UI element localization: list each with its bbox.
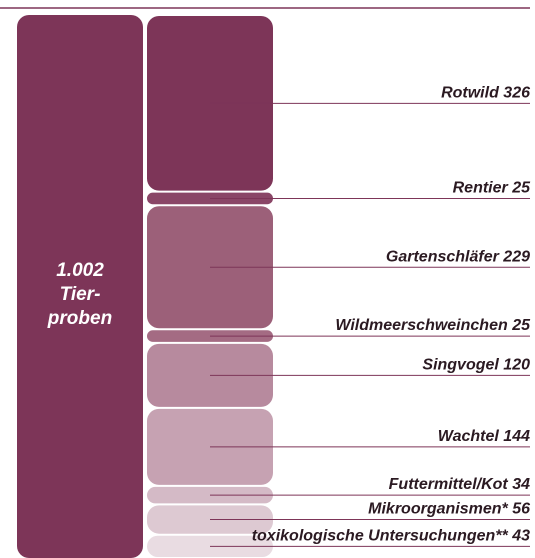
segment-value: 25 — [511, 317, 531, 334]
segment-label: Mikroorganismen* 56 — [368, 501, 530, 518]
total-label: 1.002 Tier-proben — [47, 260, 112, 329]
segment-name: Futtermittel/Kot — [389, 476, 509, 493]
segment-name: Singvogel — [422, 356, 499, 373]
total-value: 1.002 — [56, 260, 104, 281]
segment-name: Rotwild — [441, 84, 500, 101]
segment-value: 229 — [502, 248, 530, 265]
segment-value: 326 — [503, 84, 530, 101]
segment-value: 25 — [511, 179, 531, 196]
segment-value: 34 — [512, 476, 530, 493]
total-caption: Tier- — [60, 284, 101, 305]
segment-value: 144 — [503, 428, 530, 445]
total-bar — [17, 15, 143, 558]
segment-name: Wachtel — [438, 428, 500, 445]
segment-value: 43 — [511, 527, 530, 544]
segment-name: Gartenschläfer — [386, 248, 500, 265]
segment-label: Gartenschläfer 229 — [386, 248, 530, 265]
segment-name: Rentier — [453, 179, 509, 196]
segment-label: Rotwild 326 — [441, 84, 530, 101]
segment-name: toxikologische Untersuchungen** — [252, 527, 509, 544]
segment-value: 120 — [503, 356, 530, 373]
segment-label: Futtermittel/Kot 34 — [389, 476, 530, 493]
segment-label: Wachtel 144 — [438, 428, 530, 445]
segment-name: Mikroorganismen* — [368, 501, 508, 518]
total-caption: proben — [47, 308, 112, 329]
segment-label: Rentier 25 — [453, 179, 531, 196]
segment-label: Wildmeerschweinchen 25 — [335, 317, 531, 334]
segment-name: Wildmeerschweinchen — [335, 317, 508, 334]
segment-label: Singvogel 120 — [422, 356, 530, 373]
segment-value: 56 — [512, 501, 530, 518]
segment-label: toxikologische Untersuchungen** 43 — [252, 527, 530, 544]
